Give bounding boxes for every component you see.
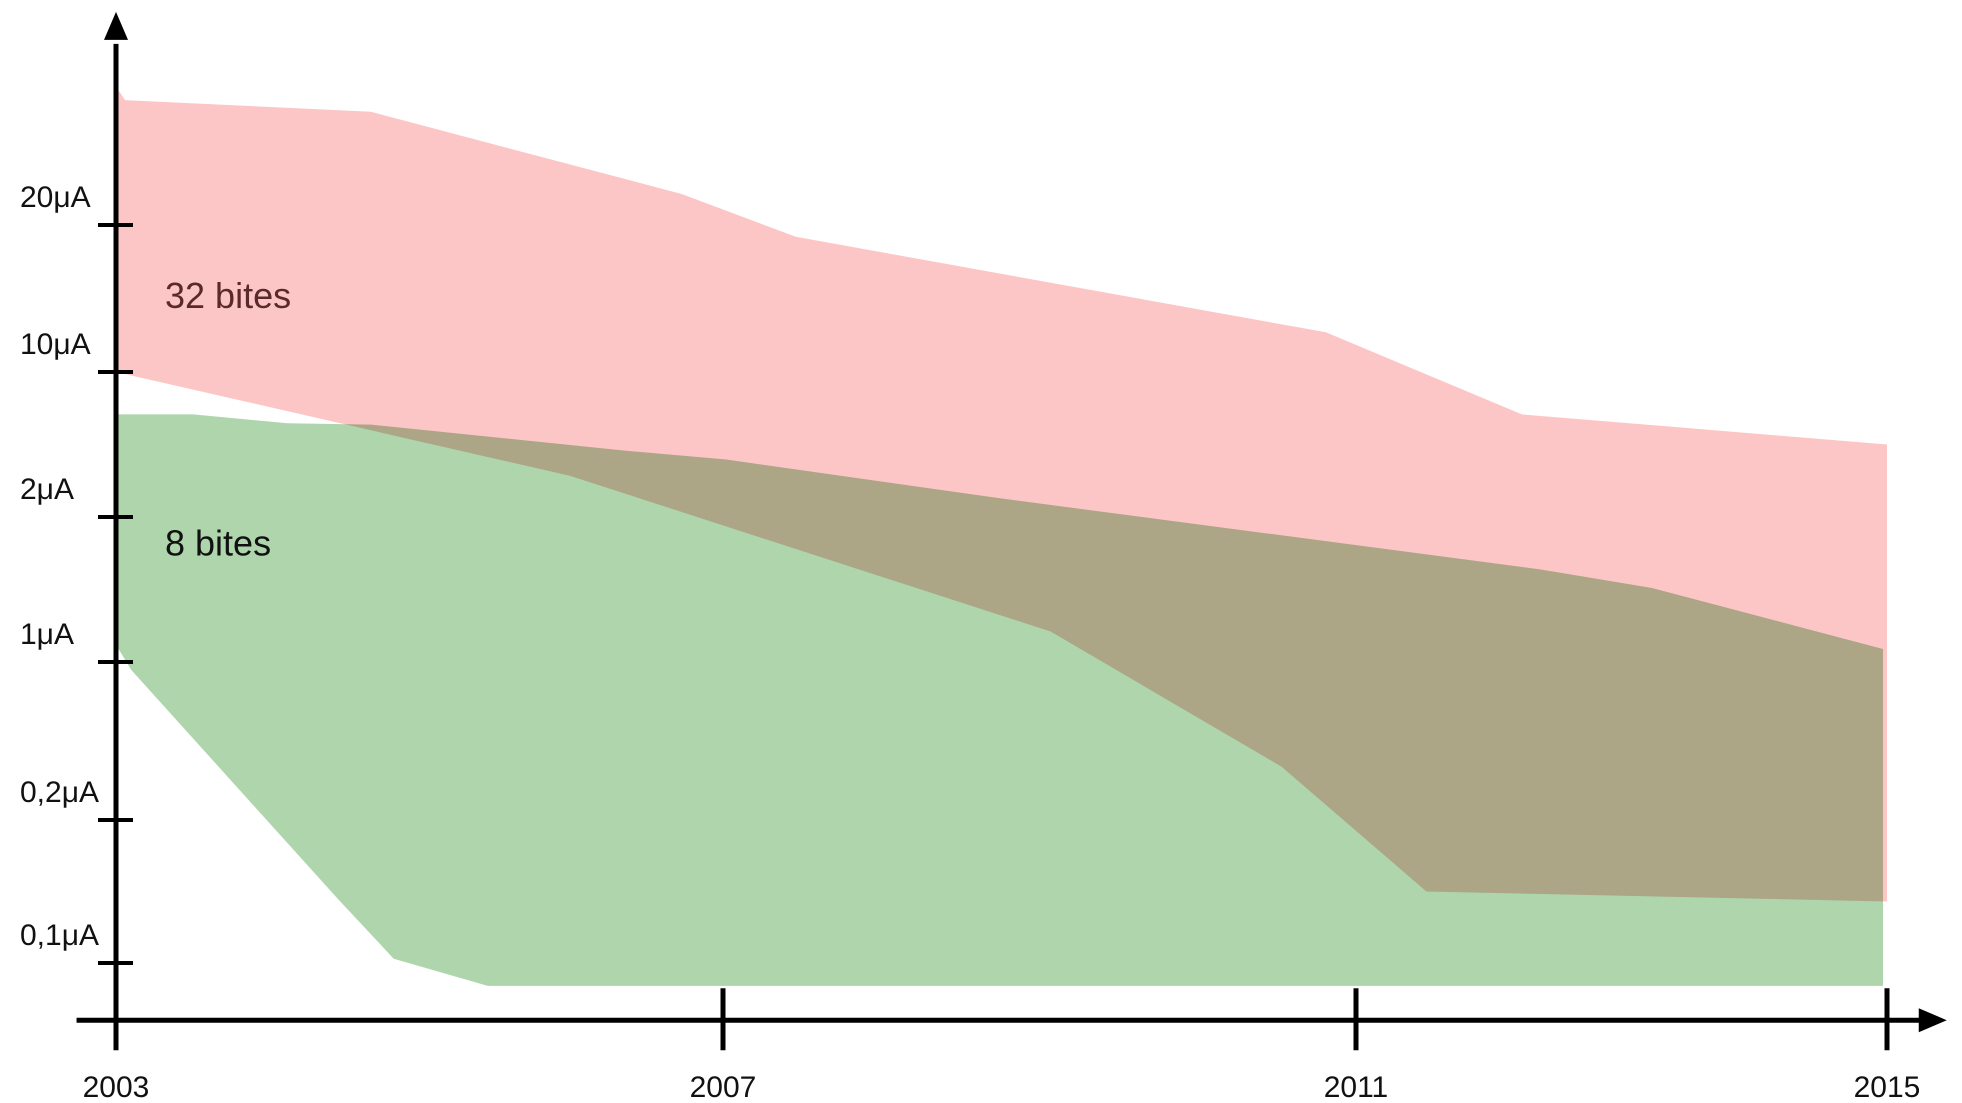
y-tick-label: 0,2μA: [20, 776, 99, 809]
y-axis-arrow: [104, 11, 128, 40]
x-tick-label: 2011: [1324, 1071, 1389, 1103]
y-tick-label: 1μA: [20, 618, 74, 651]
x-tick-label: 2003: [83, 1071, 150, 1103]
y-tick-label: 0,1μA: [20, 919, 99, 952]
y-tick-label: 10μA: [20, 328, 91, 361]
band-area: [116, 414, 1883, 986]
series-label: 8 bites: [165, 523, 271, 564]
axes: 32 bites 8 bites 0,1μA 0,2μA 1μA 2μA 10μA 20μA 2…: [20, 11, 1947, 1103]
bands: [116, 86, 1887, 986]
x-axis-arrow: [1918, 1008, 1947, 1033]
y-tick-label: 2μA: [20, 473, 74, 506]
series-label: 32 bites: [165, 275, 291, 316]
x-tick-label: 2007: [690, 1071, 757, 1103]
x-tick-label: 2015: [1854, 1071, 1921, 1103]
y-tick-label: 20μA: [20, 181, 91, 214]
